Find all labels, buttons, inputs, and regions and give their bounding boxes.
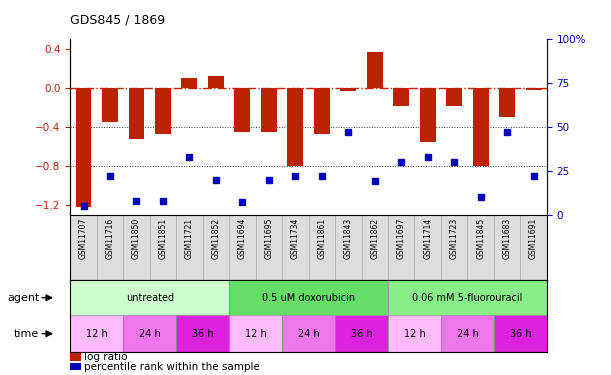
Text: GSM11723: GSM11723 — [450, 218, 459, 259]
Bar — [362, 215, 388, 280]
Bar — [150, 215, 176, 280]
Text: 12 h: 12 h — [86, 329, 108, 339]
Bar — [388, 215, 414, 280]
Text: 36 h: 36 h — [192, 329, 213, 339]
Bar — [229, 315, 282, 352]
Bar — [335, 215, 362, 280]
Bar — [155, 88, 171, 134]
Text: 24 h: 24 h — [298, 329, 320, 339]
Bar — [367, 52, 382, 88]
Text: 36 h: 36 h — [510, 329, 531, 339]
Text: GSM11707: GSM11707 — [79, 218, 88, 259]
Bar — [414, 215, 441, 280]
Bar — [388, 280, 547, 315]
Bar — [203, 215, 229, 280]
Bar — [70, 315, 123, 352]
Bar — [335, 315, 388, 352]
Text: GSM11851: GSM11851 — [158, 218, 167, 259]
Text: 0.5 uM doxorubicin: 0.5 uM doxorubicin — [262, 293, 355, 303]
Bar — [494, 315, 547, 352]
Text: GSM11843: GSM11843 — [344, 218, 353, 259]
Text: GSM11734: GSM11734 — [291, 218, 300, 259]
Bar — [76, 88, 92, 207]
Bar — [446, 88, 462, 106]
Bar — [525, 88, 541, 90]
Text: GSM11850: GSM11850 — [132, 218, 141, 259]
Text: GDS845 / 1869: GDS845 / 1869 — [70, 13, 166, 26]
Text: GSM11861: GSM11861 — [317, 218, 326, 259]
Bar — [494, 215, 521, 280]
Text: GSM11683: GSM11683 — [503, 218, 511, 259]
Bar — [181, 78, 197, 88]
Text: GSM11694: GSM11694 — [238, 218, 247, 259]
Text: 0.06 mM 5-fluorouracil: 0.06 mM 5-fluorouracil — [412, 293, 522, 303]
Text: agent: agent — [7, 293, 39, 303]
Bar — [441, 215, 467, 280]
Text: GSM11695: GSM11695 — [265, 218, 273, 259]
Text: GSM11845: GSM11845 — [476, 218, 485, 259]
Text: GSM11852: GSM11852 — [211, 218, 221, 259]
Bar — [229, 215, 255, 280]
Bar — [261, 88, 277, 132]
Bar — [208, 76, 224, 88]
Bar — [393, 88, 409, 106]
Text: GSM11691: GSM11691 — [529, 218, 538, 259]
Text: 12 h: 12 h — [404, 329, 425, 339]
Bar — [123, 315, 176, 352]
Text: GSM11697: GSM11697 — [397, 218, 406, 259]
Bar — [235, 88, 251, 132]
Bar — [314, 88, 330, 134]
Bar — [309, 215, 335, 280]
Bar — [70, 280, 229, 315]
Bar — [282, 315, 335, 352]
Bar — [70, 215, 97, 280]
Bar — [499, 88, 515, 117]
Bar — [176, 315, 229, 352]
Bar — [176, 215, 203, 280]
Text: 24 h: 24 h — [456, 329, 478, 339]
Bar — [521, 215, 547, 280]
Text: log ratio: log ratio — [84, 352, 128, 362]
Bar — [467, 215, 494, 280]
Text: 36 h: 36 h — [351, 329, 372, 339]
Bar — [388, 315, 441, 352]
Bar — [255, 215, 282, 280]
Text: time: time — [14, 329, 39, 339]
Text: 12 h: 12 h — [245, 329, 266, 339]
Text: GSM11862: GSM11862 — [370, 218, 379, 259]
Text: GSM11721: GSM11721 — [185, 218, 194, 259]
Bar — [97, 215, 123, 280]
Bar — [102, 88, 118, 122]
Text: percentile rank within the sample: percentile rank within the sample — [84, 362, 260, 372]
Bar — [473, 88, 489, 166]
Text: 24 h: 24 h — [139, 329, 161, 339]
Text: untreated: untreated — [126, 293, 174, 303]
Bar — [441, 315, 494, 352]
Text: GSM11714: GSM11714 — [423, 218, 432, 259]
Bar — [229, 280, 388, 315]
Text: GSM11716: GSM11716 — [106, 218, 114, 259]
Bar — [123, 215, 150, 280]
Bar — [420, 88, 436, 142]
Bar — [282, 215, 309, 280]
Bar — [340, 88, 356, 91]
Bar — [287, 88, 303, 166]
Bar — [128, 88, 144, 139]
